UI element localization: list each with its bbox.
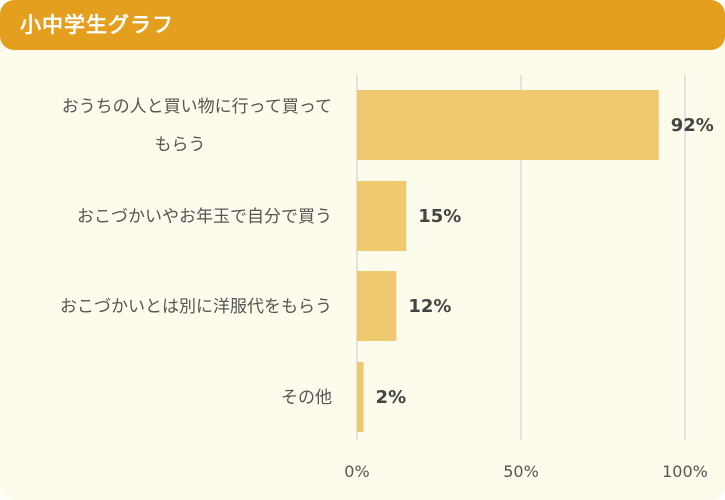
x-tick-label-0: 0% [344,462,369,481]
value-label-1: 15% [418,206,461,227]
bar-3 [357,362,364,432]
bar-0 [357,90,659,160]
x-tick-label-1: 50% [503,462,539,481]
bar-1 [357,181,407,251]
bar-2 [357,271,397,341]
value-label-2: 12% [408,296,451,317]
category-label-3-0: その他 [281,388,332,408]
value-label-0: 92% [671,115,714,136]
category-label-2-0: おこづかいとは別に洋服代をもらう [60,297,332,317]
value-label-3: 2% [376,387,407,408]
category-label-0-0: おうちの人と買い物に行って買って [62,97,332,117]
x-tick-label-2: 100% [662,462,708,481]
category-label-1-0: おこづかいやお年玉で自分で買う [77,207,332,227]
chart-title: 小中学生グラフ [20,13,174,37]
chart-header: 小中学生グラフ [0,0,725,50]
category-label-0-1: もらう [155,135,206,155]
